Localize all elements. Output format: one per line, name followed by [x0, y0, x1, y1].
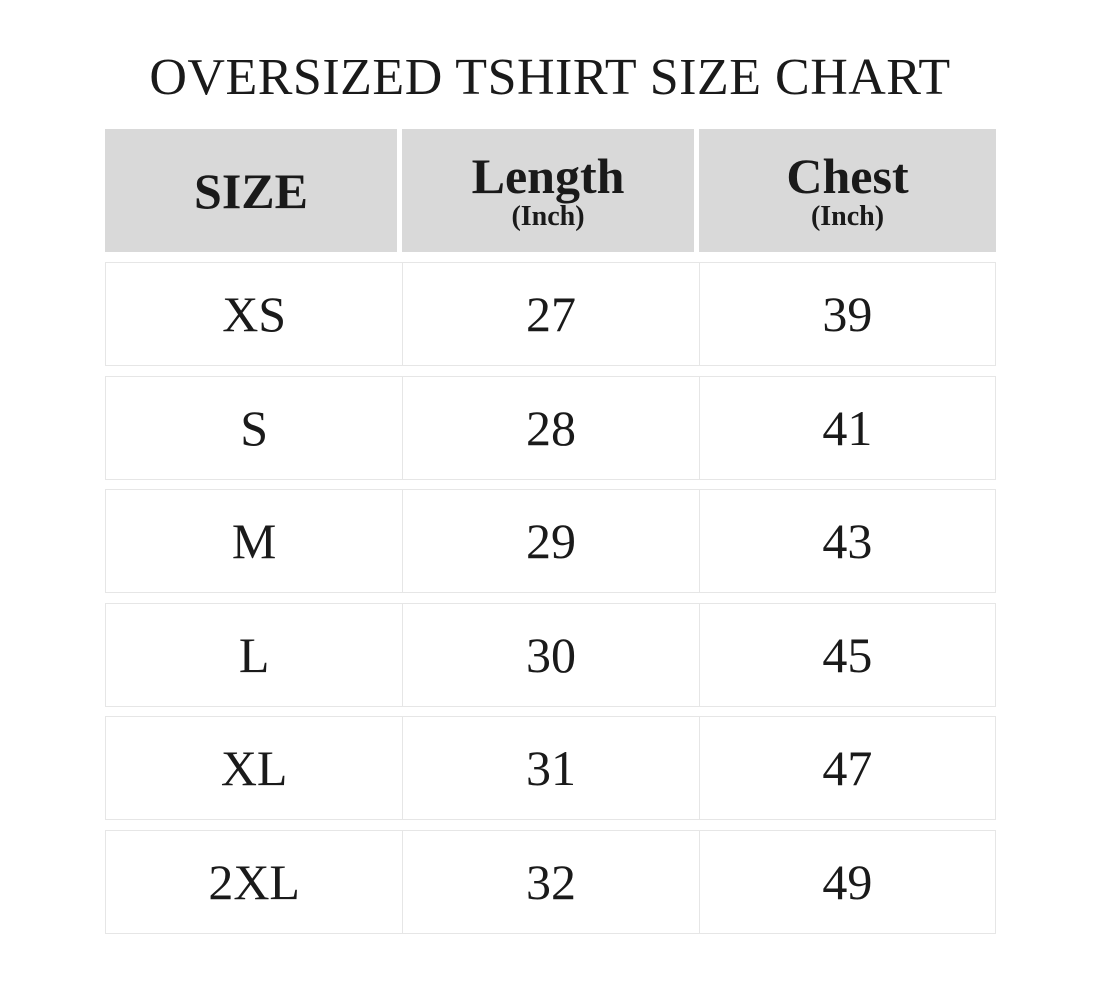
- cell-length: 28: [402, 376, 698, 479]
- cell-size: M: [231, 513, 277, 569]
- cell-size: S: [240, 399, 269, 456]
- header-chest: Chest (Inch): [699, 129, 996, 252]
- cell-chest: 43: [698, 490, 995, 592]
- cell-chest: 39: [698, 263, 995, 365]
- header-length: Length (Inch): [402, 129, 694, 252]
- size-table: SIZE Length (Inch) Chest (Inch) XS 27 39 S 2…: [105, 129, 996, 934]
- cell-size: 2XL: [208, 853, 300, 910]
- header-size: SIZE: [105, 129, 397, 252]
- cell-length: 32: [402, 830, 698, 933]
- cell-chest: 49: [698, 830, 995, 933]
- table-row: XL 31 47: [105, 716, 996, 820]
- cell-chest: 47: [698, 717, 995, 819]
- table-row: XS 27 39: [105, 262, 996, 366]
- header-length-label: Length: [471, 147, 625, 204]
- cell-length: 31: [402, 717, 698, 819]
- table-header: SIZE Length (Inch) Chest (Inch): [105, 129, 996, 252]
- table-row: 2XL 32 49: [105, 829, 996, 934]
- cell-length: 30: [402, 603, 698, 706]
- cell-chest: 41: [698, 376, 995, 479]
- table-row: S 28 41: [105, 375, 996, 480]
- table-row: M 29 43: [105, 489, 996, 593]
- cell-chest: 45: [698, 603, 995, 706]
- cell-length: 29: [402, 490, 698, 592]
- header-chest-label: Chest: [786, 147, 909, 204]
- header-length-unit: (Inch): [511, 200, 585, 232]
- cell-size: XL: [220, 740, 288, 796]
- table-body: XS 27 39 S 28 41 M 29 43 L 30 45 XL 31 47 2XL 32 49: [105, 262, 996, 934]
- header-chest-unit: (Inch): [810, 200, 885, 232]
- table-row: L 30 45: [105, 602, 996, 707]
- cell-size: L: [238, 626, 270, 683]
- page-title: OVERSIZED TSHIRT SIZE CHART: [149, 49, 951, 106]
- header-size-label: SIZE: [194, 162, 308, 219]
- cell-size: XS: [222, 286, 287, 342]
- cell-length: 27: [402, 263, 698, 365]
